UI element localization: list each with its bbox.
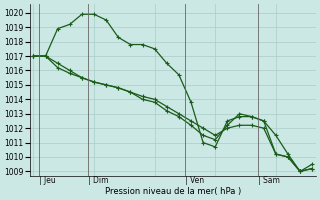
Text: | Jeu: | Jeu (39, 176, 56, 185)
Text: | Dim: | Dim (88, 176, 108, 185)
Text: | Sam: | Sam (258, 176, 280, 185)
X-axis label: Pression niveau de la mer( hPa ): Pression niveau de la mer( hPa ) (105, 187, 241, 196)
Text: | Ven: | Ven (185, 176, 204, 185)
